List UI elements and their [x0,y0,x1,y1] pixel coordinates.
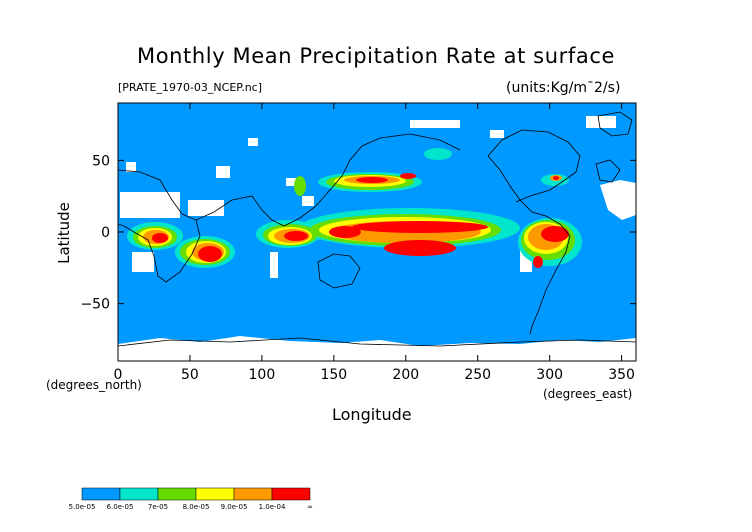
colorbar-label: ∞ [307,503,313,511]
y-axis-units: (degrees_north) [46,378,142,392]
axis-tick-labels: 0 50 100 150 200 250 300 350 50 0 −50 [80,153,635,383]
file-label: [PRATE_1970-03_NCEP.nc] [118,81,263,94]
axis-ticks [117,103,636,361]
x-axis-label: Longitude [332,405,412,424]
y-tick-label: 50 [92,153,110,169]
chart-title: Monthly Mean Precipitation Rate at surfa… [136,44,615,68]
x-tick-label: 350 [608,367,635,383]
x-tick-label: 200 [392,367,419,383]
precip-band-highest [152,173,569,268]
x-tick-label: 0 [114,367,123,383]
colorbar-label: 8.0e-05 [183,503,210,511]
colorbar-swatch [195,487,235,501]
x-tick-label: 150 [320,367,347,383]
colorbar-swatch [233,487,273,501]
coastlines [118,111,636,347]
colorbar-label: 5.0e-05 [69,503,96,511]
y-tick-label: 0 [101,225,110,241]
colorbar-label: 9.0e-05 [221,503,248,511]
colorbar-swatch [119,487,159,501]
colorbar-swatch [157,487,197,501]
x-tick-label: 50 [181,367,199,383]
x-tick-label: 300 [536,367,563,383]
units-label: (units:Kg/m¯2/s) [506,80,621,96]
x-tick-label: 250 [464,367,491,383]
x-axis-units: (degrees_east) [543,387,633,401]
y-tick-label: −50 [80,297,110,313]
colorbar-swatch [271,487,311,501]
colorbar-swatch [81,487,121,501]
colorbar-label: 7e-05 [148,503,168,511]
colorbar-label: 1.0e-04 [259,503,286,511]
colorbar-label: 6.0e-05 [107,503,134,511]
x-tick-label: 100 [249,367,276,383]
